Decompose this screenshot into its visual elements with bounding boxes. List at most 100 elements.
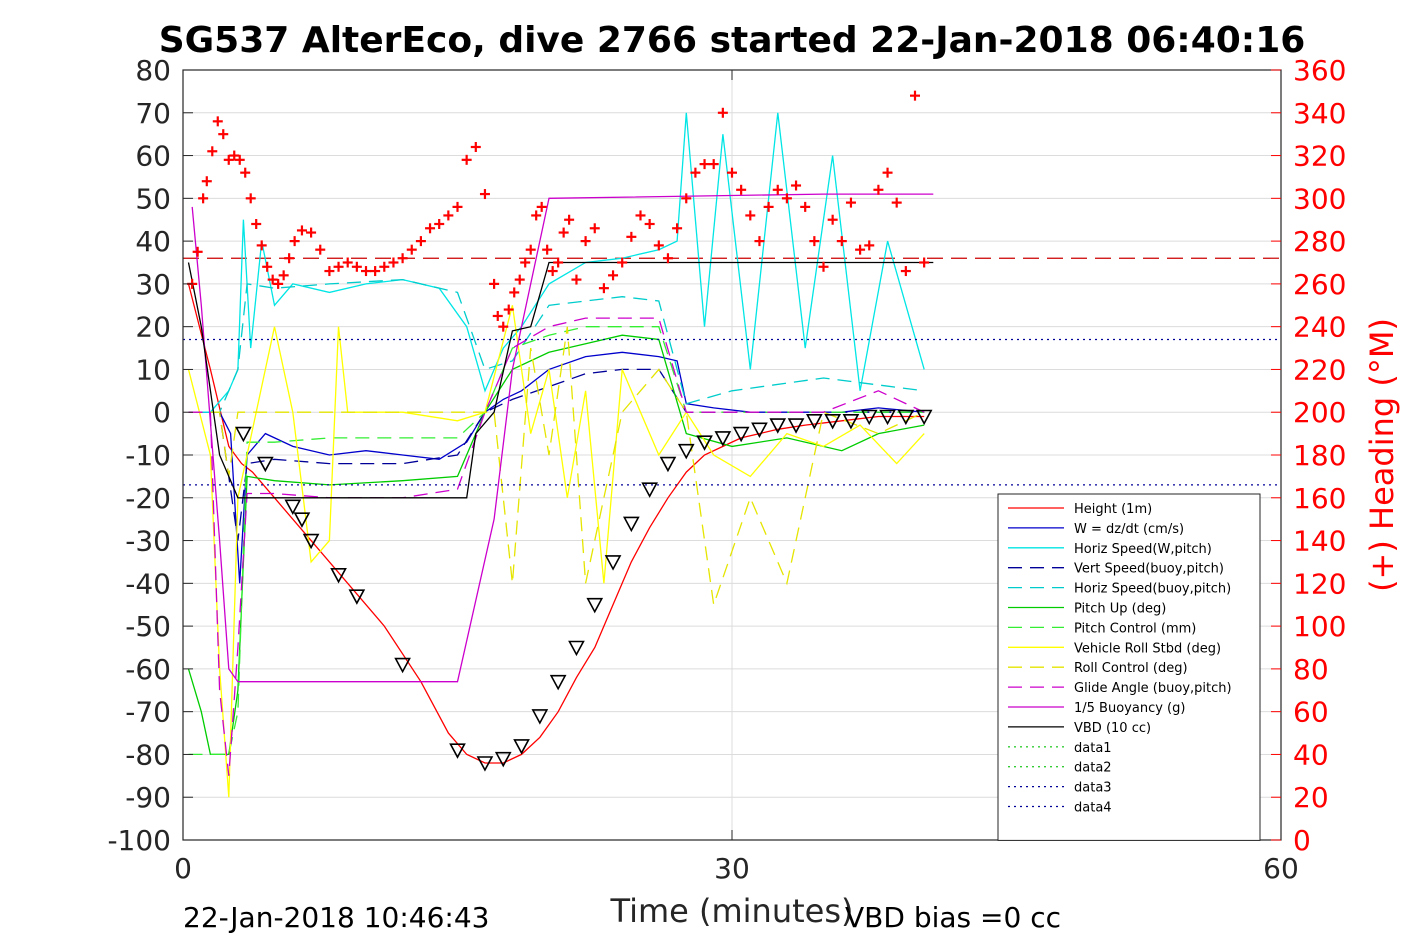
heading-point [470, 142, 481, 152]
heading-point [525, 244, 536, 255]
heading-point [461, 154, 472, 165]
heading-point [919, 257, 930, 268]
heading-point [653, 240, 664, 251]
heading-point [662, 253, 673, 264]
heading-point [278, 270, 289, 281]
legend-label-13: data2 [1074, 761, 1112, 776]
heading-point [284, 253, 295, 264]
depth-marker [476, 756, 494, 772]
heading-point [201, 176, 212, 187]
heading-point [910, 90, 920, 101]
heading-point [580, 236, 591, 247]
y-tick-label: -10 [125, 439, 171, 472]
heading-point [229, 150, 240, 161]
depth-marker [284, 499, 302, 516]
heading-point [531, 210, 542, 221]
y-right-tick-label: 340 [1293, 97, 1346, 130]
heading-point [598, 283, 609, 294]
chart-title: SG537 AlterEco, dive 2766 started 22-Jan… [159, 20, 1306, 61]
heading-point [212, 116, 223, 127]
legend-label-4: Horiz Speed(buoy,pitch) [1074, 582, 1231, 597]
depth-marker [787, 418, 805, 434]
depth-marker [623, 516, 640, 533]
legend-label-15: data4 [1074, 801, 1112, 816]
y-right-tick-label: 360 [1293, 54, 1346, 87]
heading-point [644, 219, 655, 229]
y-right-tick-label: 60 [1293, 696, 1329, 729]
y-right-tick-label: 220 [1293, 353, 1346, 386]
depth-marker [348, 589, 366, 605]
legend: Height (1m) W = dz/dt (cm/s) Horiz Speed(W… [997, 493, 1261, 841]
y-right-tick-label: 0 [1293, 824, 1311, 857]
heading-point [553, 257, 564, 268]
plot-area [183, 90, 1281, 798]
y-right-tick-label: 200 [1293, 396, 1346, 429]
series-line-11 [187, 261, 934, 499]
heading-point [370, 266, 381, 277]
heading-point [727, 167, 737, 178]
heading-point [192, 246, 203, 257]
heading-point [558, 227, 569, 238]
y-tick-label: -100 [107, 824, 171, 857]
heading-point [873, 184, 884, 195]
series-line-5 [187, 334, 925, 756]
depth-marker [641, 482, 658, 498]
heading-point [245, 193, 256, 204]
heading-point [498, 321, 509, 332]
depth-marker [860, 409, 878, 426]
heading-point [306, 227, 317, 238]
heading-point [262, 261, 273, 272]
heading-point [342, 257, 353, 268]
heading-point [361, 266, 371, 277]
heading-point [699, 159, 710, 170]
depth-marker [513, 739, 530, 755]
heading-point [489, 278, 500, 289]
y-tick-label: -50 [125, 610, 171, 643]
y-tick-label: -70 [125, 696, 171, 729]
legend-label-9: Glide Angle (buoy,pitch) [1074, 681, 1232, 696]
heading-point [547, 266, 558, 277]
heading-point [626, 231, 637, 242]
y-right-tick-label: 100 [1293, 610, 1346, 643]
y-right-tick-label: 20 [1293, 781, 1329, 814]
legend-label-12: data1 [1074, 741, 1112, 756]
heading-point [509, 287, 520, 298]
heading-point [635, 210, 646, 221]
heading-point [571, 274, 582, 285]
depth-marker [235, 426, 252, 443]
depth-marker [897, 409, 915, 426]
y-tick-label: 20 [135, 311, 171, 344]
heading-point [754, 236, 765, 247]
series-line-7 [187, 305, 925, 798]
footer-timestamp: 22-Jan-2018 10:46:43 [183, 901, 489, 934]
series-layer [183, 90, 1281, 798]
heading-point [434, 219, 445, 229]
heading-point [514, 274, 525, 285]
depth-marker [449, 743, 466, 759]
y-right-tick-label: 140 [1293, 525, 1346, 558]
heading-point [617, 257, 628, 268]
depth-marker [806, 413, 823, 430]
y-right-tick-label: 280 [1293, 225, 1346, 258]
y-right-tick-label: 120 [1293, 567, 1346, 600]
series-line-8 [188, 326, 925, 605]
y-right-tick-label: 260 [1293, 268, 1346, 301]
depth-marker [302, 533, 320, 550]
heading-point [256, 240, 267, 251]
heading-point [882, 167, 893, 178]
heading-point [690, 167, 701, 178]
heading-point [818, 261, 829, 272]
depth-marker [659, 456, 677, 473]
legend-label-7: Vehicle Roll Stbd (deg) [1074, 641, 1221, 656]
heading-point [708, 159, 719, 170]
heading-point [198, 193, 209, 204]
heading-point [240, 167, 251, 178]
series-line-6 [188, 326, 925, 756]
heading-point [855, 244, 866, 255]
heading-point [333, 261, 344, 272]
heading-point [717, 107, 728, 118]
heading-point [251, 219, 262, 229]
legend-label-1: W = dz/dt (cm/s) [1074, 522, 1184, 537]
y-tick-label: 80 [135, 54, 171, 87]
heading-point [267, 274, 278, 285]
